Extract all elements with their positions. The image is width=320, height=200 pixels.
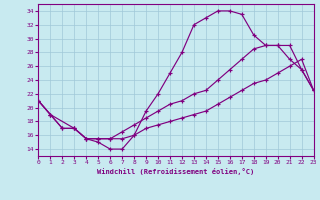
X-axis label: Windchill (Refroidissement éolien,°C): Windchill (Refroidissement éolien,°C) — [97, 168, 255, 175]
